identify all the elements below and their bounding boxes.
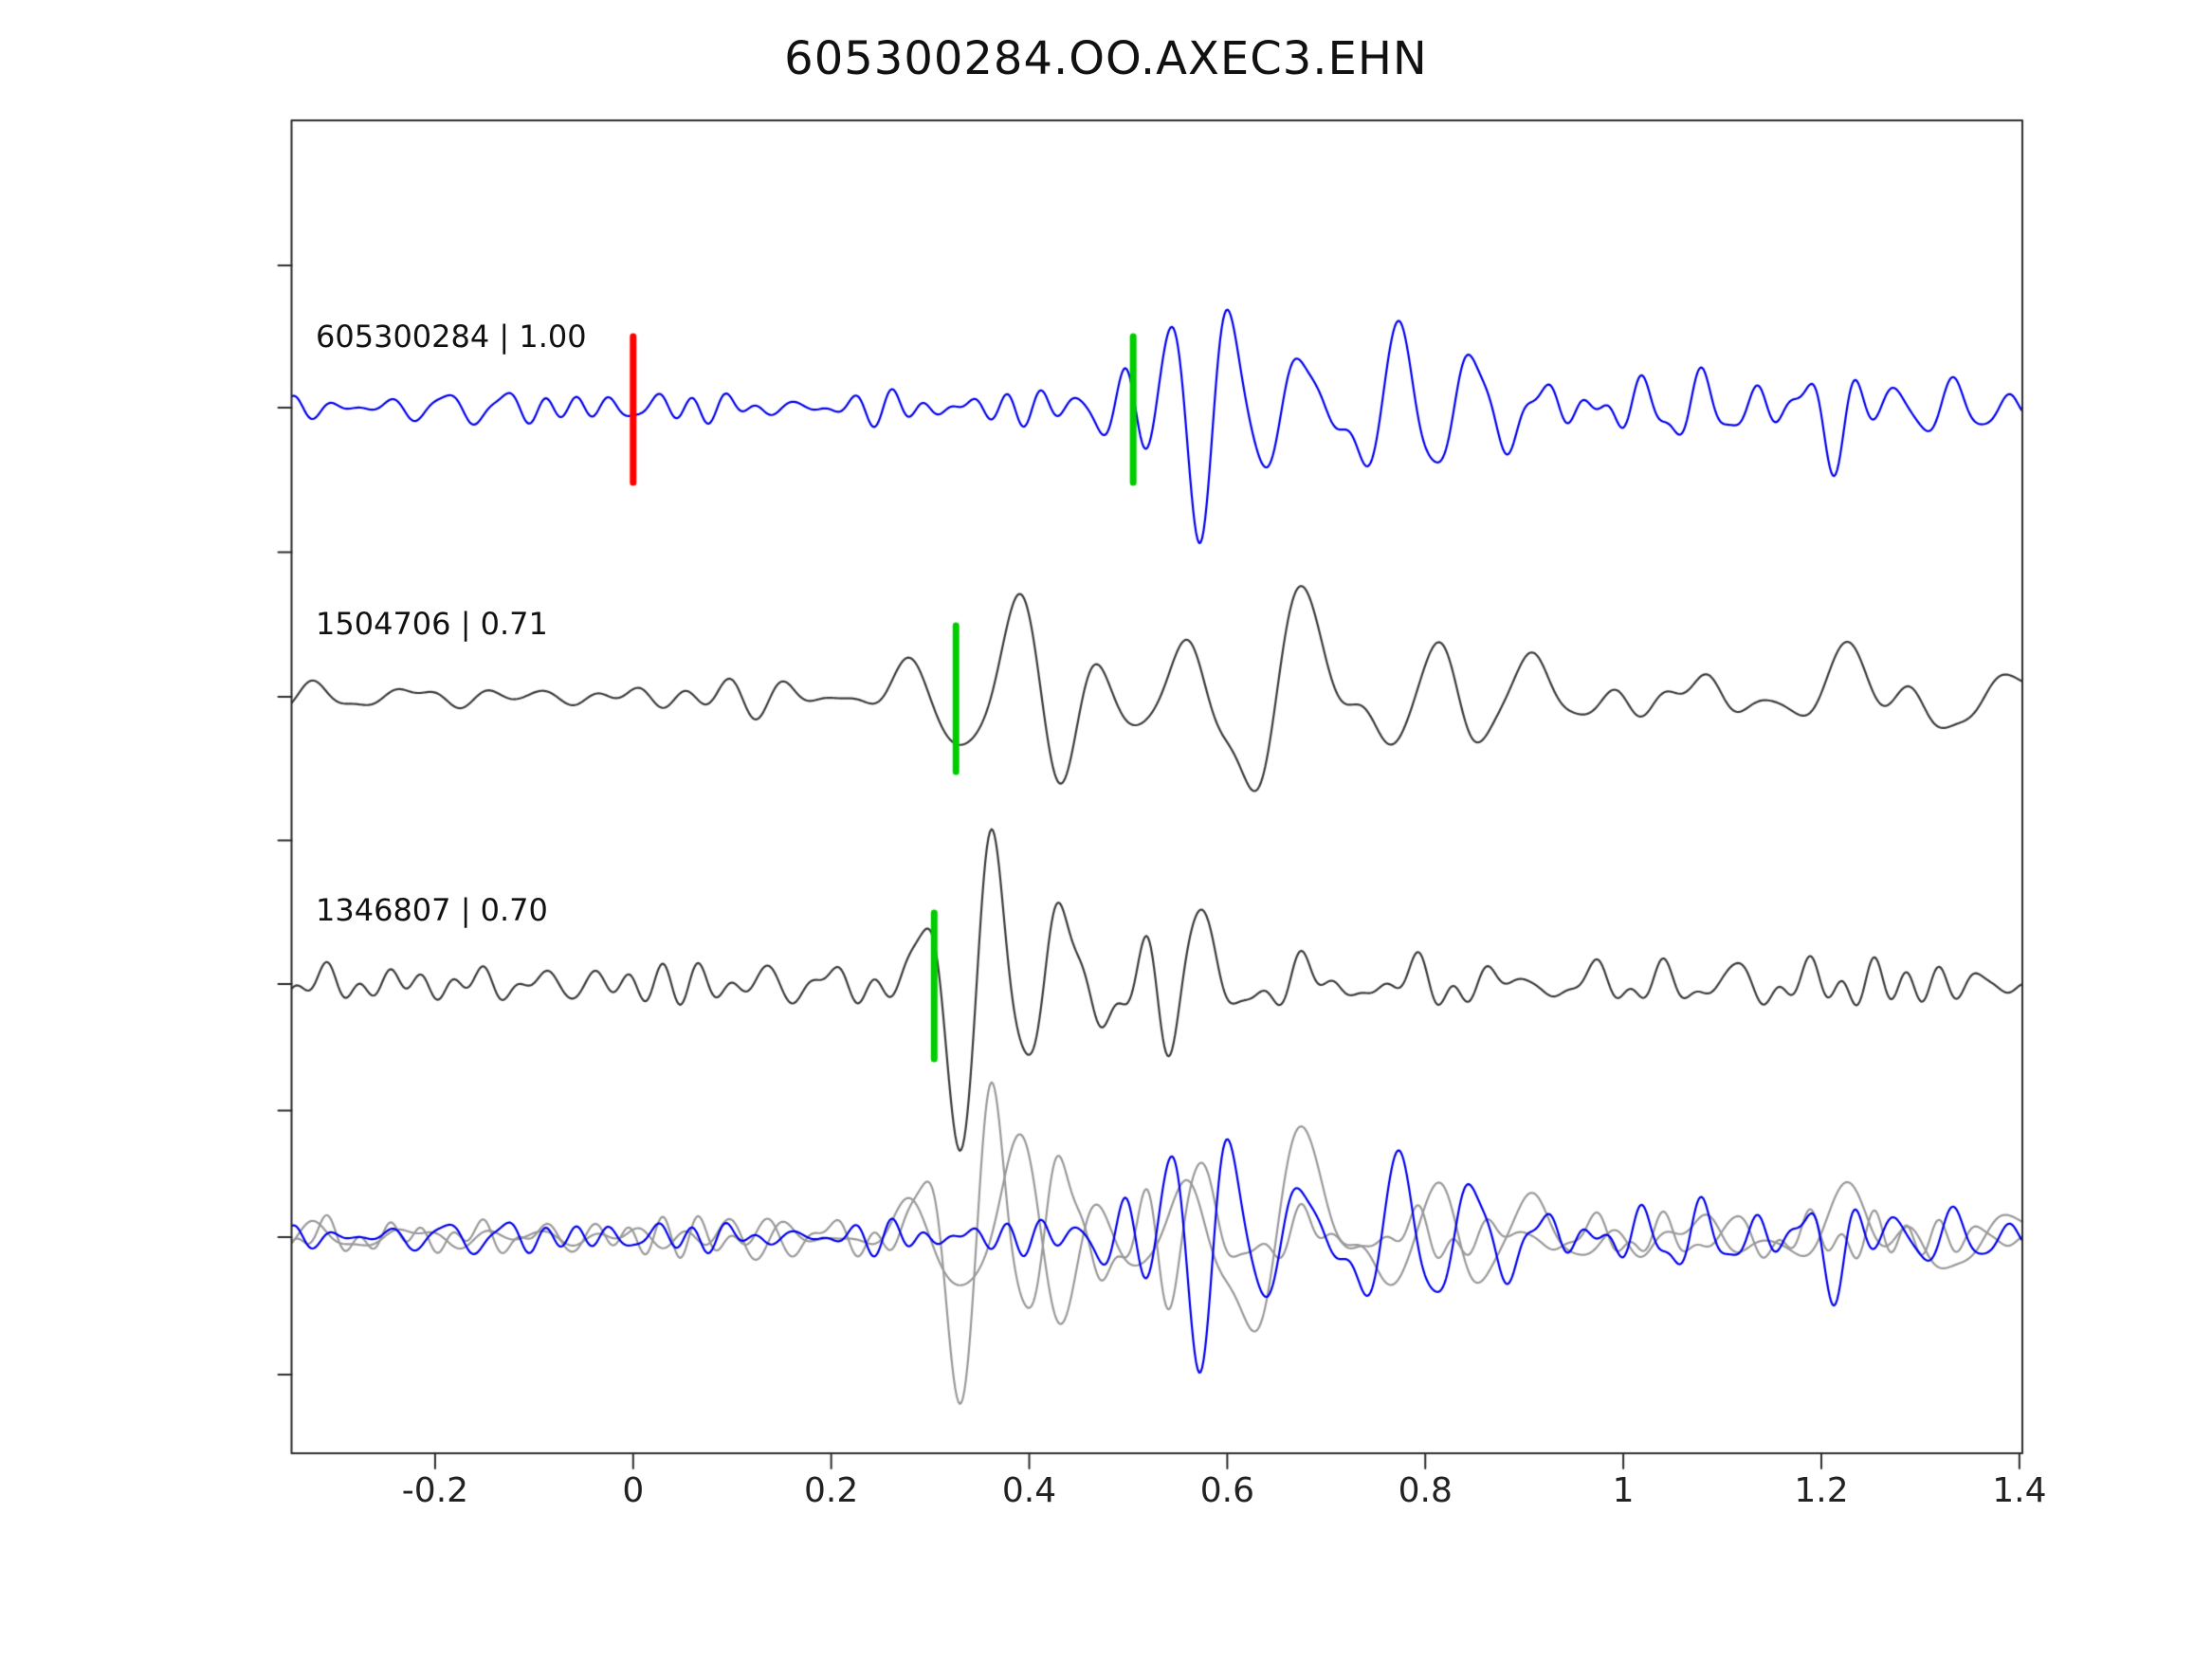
x-tick-label: 0.4	[1001, 1471, 1057, 1510]
x-tick-label: -0.2	[401, 1471, 469, 1510]
x-tick-label: 1.2	[1794, 1471, 1849, 1510]
x-tick-label: 0	[622, 1471, 645, 1510]
trace-label-detection-2: 1346807 | 0.70	[316, 892, 548, 928]
x-tick-label: 1	[1612, 1471, 1635, 1510]
x-tick-label: 0.8	[1398, 1471, 1453, 1510]
figure-title: 605300284.OO.AXEC3.EHN	[784, 32, 1428, 85]
x-tick-label: 1.4	[1992, 1471, 2047, 1510]
trace-label-template: 605300284 | 1.00	[316, 319, 587, 355]
x-tick-label: 0.2	[804, 1471, 859, 1510]
x-tick-label: 0.6	[1199, 1471, 1255, 1510]
trace-label-detection-1: 1504706 | 0.71	[316, 606, 548, 642]
